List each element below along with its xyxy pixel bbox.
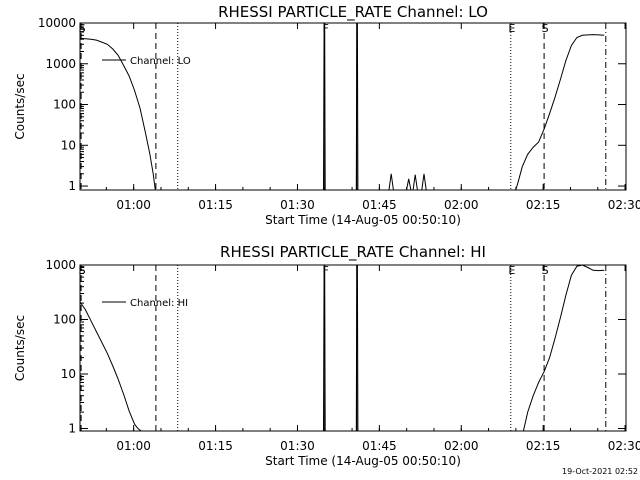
x-tick-label: 01:45 bbox=[362, 439, 397, 453]
x-tick-label: 02:15 bbox=[526, 439, 561, 453]
chart-title: RHESSI PARTICLE_RATE Channel: HI bbox=[220, 243, 486, 262]
series-line-segment bbox=[323, 264, 359, 432]
y-tick-label: 1 bbox=[68, 179, 76, 193]
chart-title: RHESSI PARTICLE_RATE Channel: LO bbox=[218, 3, 488, 22]
x-tick-label: 02:00 bbox=[444, 198, 479, 212]
y-tick-label: 1000 bbox=[45, 258, 76, 272]
x-tick-label: 01:30 bbox=[280, 198, 315, 212]
y-axis-label: Counts/sec bbox=[13, 315, 27, 381]
legend-label: Channel: HI bbox=[130, 298, 188, 309]
y-tick-label: 10 bbox=[61, 138, 76, 152]
series-line-segment bbox=[323, 22, 359, 191]
x-axis-label: Start Time (14-Aug-05 00:50:10) bbox=[265, 454, 461, 468]
event-marker-label: F bbox=[322, 264, 328, 277]
y-tick-label: 10000 bbox=[38, 16, 76, 30]
y-tick-label: 100 bbox=[53, 98, 76, 112]
x-tick-label: 02:30 bbox=[608, 198, 640, 212]
series-line-segment bbox=[522, 264, 605, 432]
event-marker-label: S bbox=[542, 264, 549, 277]
event-marker-label: S bbox=[79, 22, 86, 35]
panel-channel-lo: RHESSI PARTICLE_RATE Channel: LO 01:00 01:… bbox=[13, 3, 640, 227]
x-tick-label: 01:15 bbox=[198, 439, 233, 453]
x-axis-label: Start Time (14-Aug-05 00:50:10) bbox=[265, 213, 461, 227]
footer-timestamp: 19-Oct-2021 02:52 bbox=[562, 467, 638, 476]
x-tick-label: 01:00 bbox=[116, 439, 151, 453]
event-marker-label: E bbox=[508, 22, 515, 35]
x-tick-label: 02:30 bbox=[608, 439, 640, 453]
y-tick-label: 1 bbox=[68, 422, 76, 436]
series-line-segment bbox=[79, 301, 142, 432]
event-marker-label: S bbox=[79, 264, 86, 277]
x-tick-label: 01:45 bbox=[362, 198, 397, 212]
series-line-segment bbox=[388, 173, 427, 191]
event-marker-label: F bbox=[322, 22, 328, 35]
y-tick-label: 100 bbox=[53, 313, 76, 327]
x-tick-label: 02:15 bbox=[526, 198, 561, 212]
legend-label: Channel: LO bbox=[130, 56, 191, 67]
x-tick-label: 01:00 bbox=[116, 198, 151, 212]
series-line-segment bbox=[515, 34, 605, 191]
y-axis-label: Counts/sec bbox=[13, 73, 27, 139]
y-tick-label: 1000 bbox=[45, 57, 76, 71]
event-marker-label: S bbox=[542, 22, 549, 35]
panel-channel-hi: RHESSI PARTICLE_RATE Channel: HI 01:00 01:… bbox=[13, 243, 640, 468]
y-tick-label: 10 bbox=[61, 367, 76, 381]
x-tick-label: 02:00 bbox=[444, 439, 479, 453]
x-tick-label: 01:30 bbox=[280, 439, 315, 453]
event-marker-label: E bbox=[508, 264, 515, 277]
x-tick-label: 01:15 bbox=[198, 198, 233, 212]
